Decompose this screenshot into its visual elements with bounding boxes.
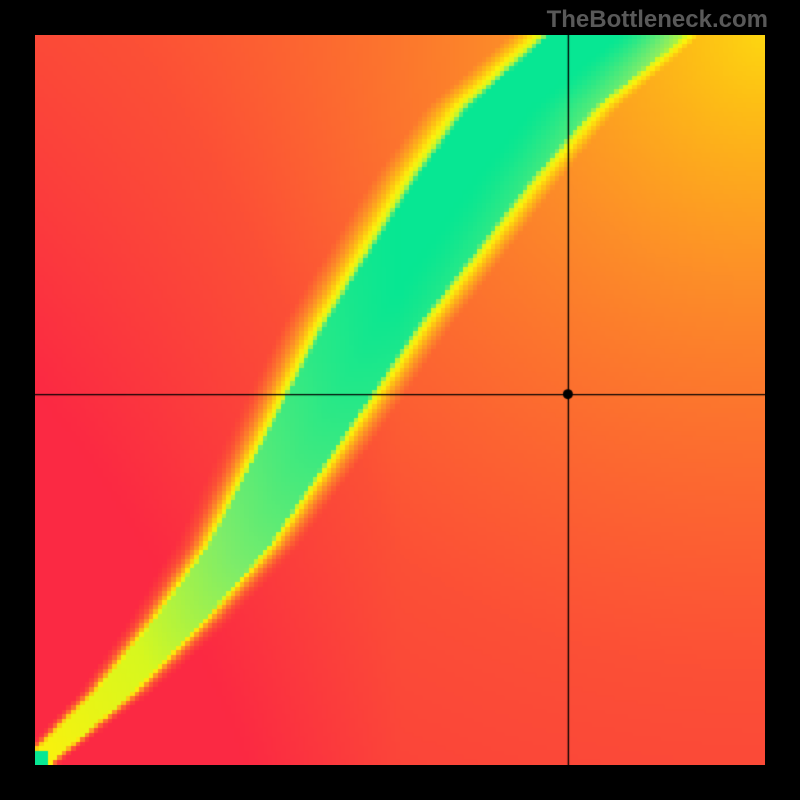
bottleneck-heatmap — [35, 35, 765, 765]
chart-container: TheBottleneck.com — [0, 0, 800, 800]
watermark-text: TheBottleneck.com — [547, 6, 768, 34]
